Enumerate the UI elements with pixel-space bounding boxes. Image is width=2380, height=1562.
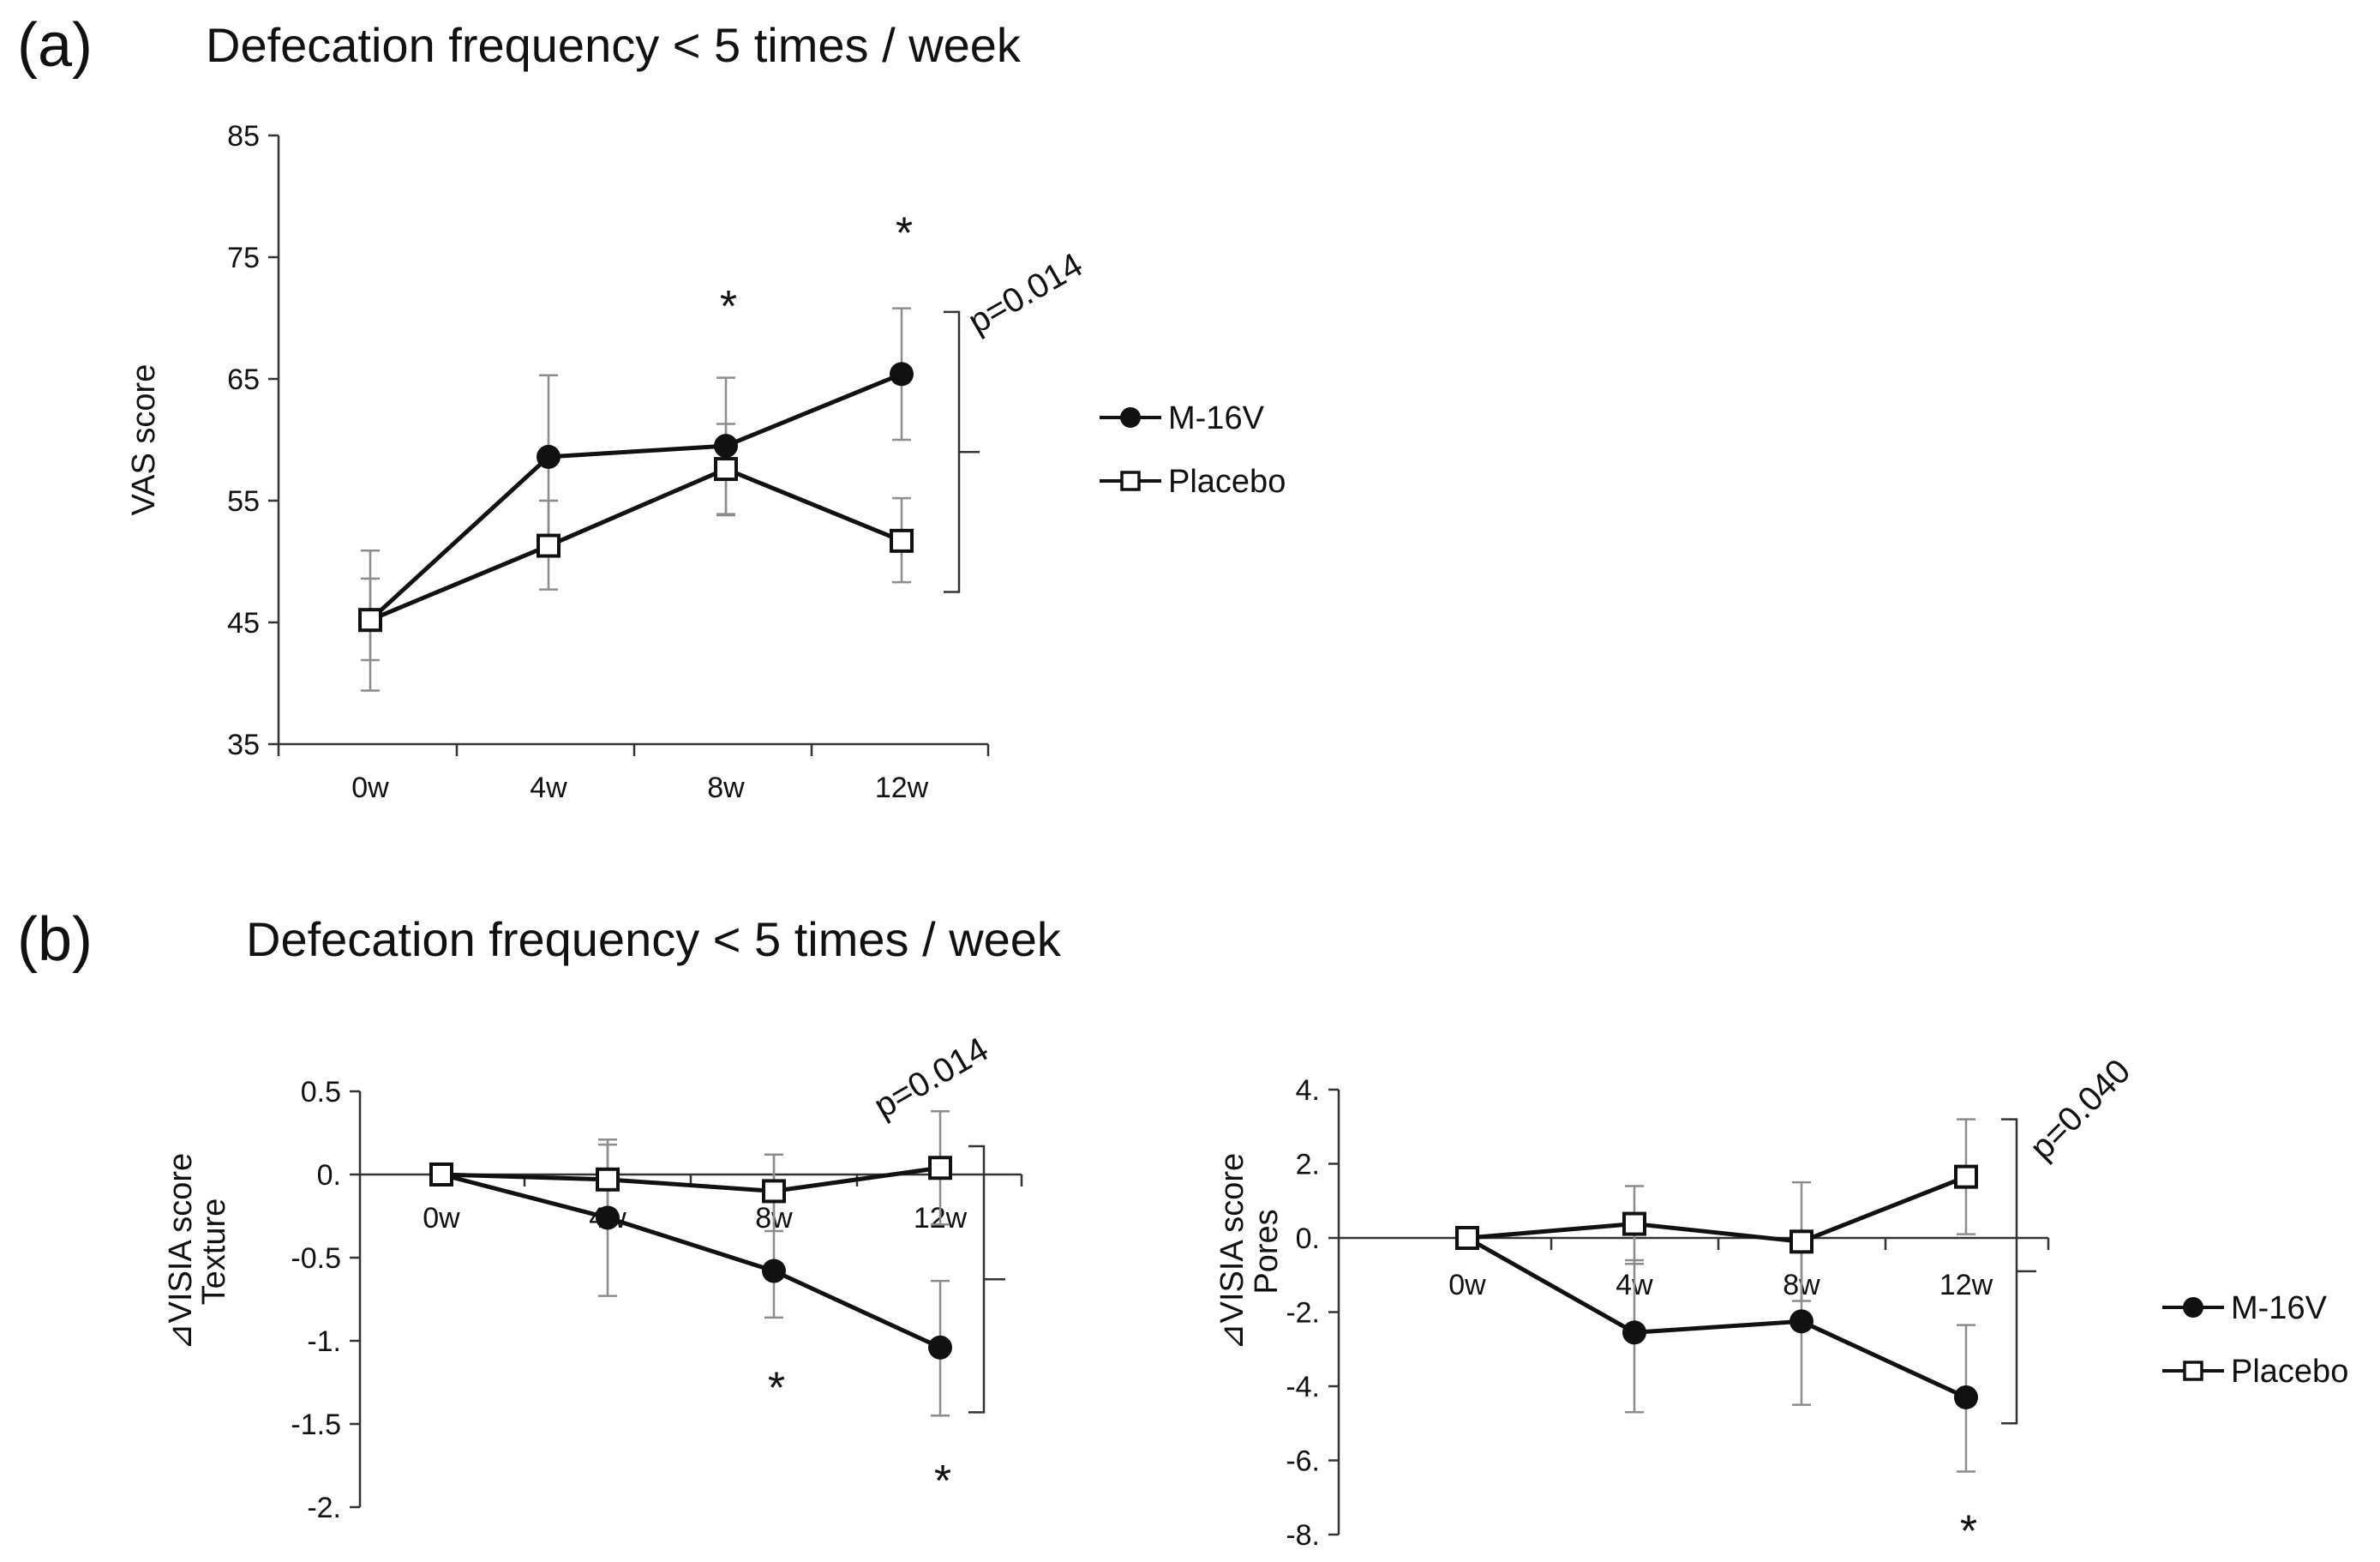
legend-marker-placebo (2183, 1361, 2203, 1381)
y-tick-label: 85 (227, 120, 260, 153)
y-tick-label: 45 (227, 607, 260, 640)
point-placebo (596, 1167, 620, 1192)
y-tick-label: -2. (1286, 1297, 1320, 1330)
x-tick-label: 12w (1939, 1269, 1993, 1301)
p-value-label: p=0.014 (962, 246, 1089, 341)
series-line-placebo (441, 1165, 941, 1193)
point-m16v (714, 434, 738, 459)
point-m16v (1954, 1385, 1978, 1409)
y-tick-label: -4. (1286, 1371, 1320, 1403)
legend-marker-m16v (2183, 1297, 2203, 1318)
significance-bracket (2001, 1118, 2018, 1425)
point-placebo (1455, 1226, 1479, 1250)
y-axis-title-2: Pores (1249, 1209, 1285, 1294)
y-axis-title: ⊿VISIA score (163, 1153, 199, 1350)
x-tick-label: 4w (530, 772, 567, 804)
legend-label: M-16V (1168, 400, 1265, 436)
panel-a-title: Defecation frequency < 5 times / week (206, 18, 1021, 72)
legend-b: M-16V Placebo (2162, 1290, 2348, 1390)
point-m16v (1622, 1320, 1646, 1345)
y-axis-title: ⊿VISIA score (1214, 1153, 1250, 1350)
point-placebo (928, 1156, 952, 1181)
point-m16v (1789, 1309, 1813, 1334)
legend-a: M-16V Placebo (1100, 400, 1286, 500)
significance-star: * (1960, 1507, 1977, 1557)
point-placebo (1622, 1211, 1646, 1236)
y-tick-label: 4. (1296, 1074, 1320, 1107)
legend-marker-m16v (1120, 407, 1141, 428)
y-tick-label: 0. (317, 1159, 341, 1192)
legend-label: Placebo (2231, 1354, 2348, 1390)
point-placebo (714, 457, 738, 482)
y-tick-label: -2. (307, 1492, 341, 1524)
significance-star: * (720, 282, 737, 332)
point-m16v (890, 362, 914, 387)
significance-bracket (968, 1144, 986, 1414)
y-tick-label: 65 (227, 363, 260, 396)
y-axis-title: VAS score (126, 364, 162, 516)
panel-a-letter: (a) (17, 11, 93, 80)
legend-label: M-16V (2231, 1290, 2328, 1326)
point-m16v (596, 1205, 620, 1230)
point-m16v (762, 1259, 786, 1283)
y-tick-label: -6. (1286, 1445, 1320, 1478)
point-m16v (537, 444, 561, 469)
y-tick-label: -0.5 (291, 1242, 341, 1275)
x-tick-label: 0w (423, 1202, 460, 1235)
series-line-m-16v (369, 372, 902, 622)
y-tick-label: -1. (307, 1325, 341, 1358)
x-tick-label: 12w (875, 772, 929, 804)
point-m16v (928, 1335, 952, 1360)
significance-star: * (934, 1457, 951, 1506)
y-axis-title-2: Texture (196, 1199, 232, 1306)
y-tick-label: 2. (1296, 1149, 1320, 1181)
y-tick-label: 0.5 (301, 1076, 341, 1108)
series-line-placebo (1466, 1175, 1967, 1244)
point-placebo (762, 1179, 786, 1204)
point-placebo (1789, 1229, 1813, 1254)
panel-b-title: Defecation frequency < 5 times / week (246, 912, 1061, 966)
y-tick-label: 75 (227, 242, 260, 274)
x-tick-label: 0w (1448, 1269, 1486, 1301)
point-placebo (1954, 1164, 1978, 1189)
y-tick-label: -8. (1286, 1519, 1320, 1552)
chart-vas: 35 45 55 65 75 85 0w 4w 8w 12w VAS score * * p=0.014 (126, 120, 1089, 804)
y-tick-label: 35 (227, 729, 260, 761)
significance-bracket (944, 310, 961, 593)
point-placebo (537, 533, 561, 558)
y-tick-label: 55 (227, 485, 260, 518)
y-tick-label: 0. (1296, 1223, 1320, 1255)
point-placebo (429, 1162, 453, 1187)
p-value-label: p=0.040 (2023, 1052, 2137, 1167)
significance-star: * (768, 1363, 785, 1413)
significance-star: * (896, 209, 913, 259)
x-tick-label: 0w (351, 772, 389, 804)
legend-marker-placebo (1120, 471, 1141, 491)
x-tick-label: 8w (707, 772, 745, 804)
panel-b-letter: (b) (17, 905, 93, 974)
series-line-m-16v (1466, 1235, 1968, 1400)
point-placebo (890, 528, 914, 553)
y-tick-label: -1.5 (291, 1409, 341, 1441)
series-line-m-16v (441, 1172, 942, 1350)
series-line-placebo (369, 466, 902, 622)
legend-label: Placebo (1168, 464, 1286, 500)
point-placebo (358, 608, 382, 633)
chart-pores: -8.-6.-4.-2.0.2.4.0w 4w 8w 12w⊿VISIA scoreP… (1214, 1052, 2137, 1556)
